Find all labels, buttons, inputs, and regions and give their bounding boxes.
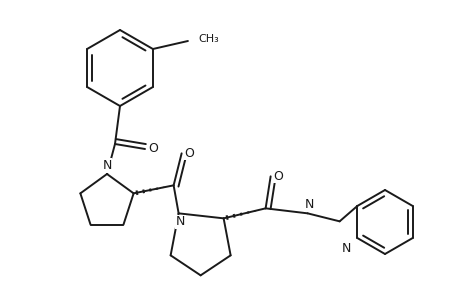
Text: O: O — [185, 147, 194, 160]
Text: N: N — [102, 159, 112, 172]
Text: N: N — [304, 198, 313, 211]
Text: N: N — [341, 242, 351, 255]
Text: O: O — [273, 170, 283, 183]
Text: N: N — [175, 215, 185, 228]
Text: CH₃: CH₃ — [197, 34, 218, 44]
Text: O: O — [148, 142, 157, 155]
